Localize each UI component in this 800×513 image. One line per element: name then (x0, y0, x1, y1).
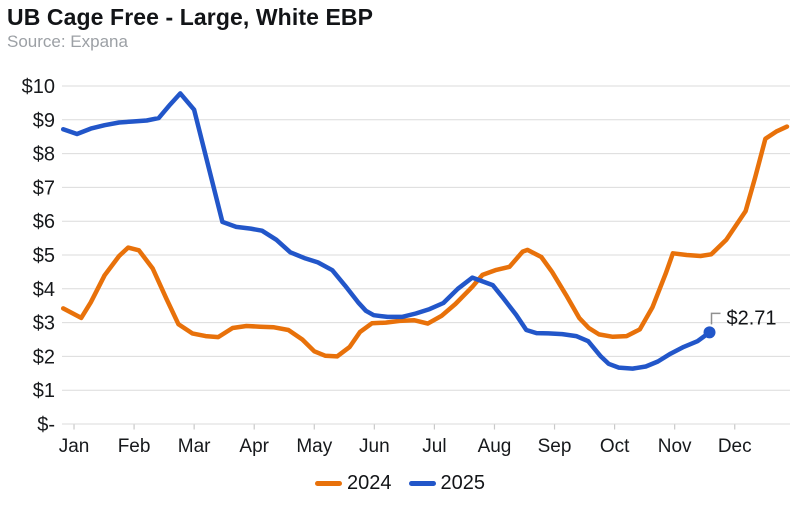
x-axis-label: May (296, 436, 332, 457)
legend-item-2025[interactable]: 2025 (408, 472, 486, 495)
y-axis-label: $5 (33, 245, 55, 267)
y-axis-label: $7 (33, 177, 55, 199)
x-axis-label: Nov (658, 436, 692, 457)
legend-label-2024: 2024 (347, 472, 392, 494)
x-axis-label: Jul (422, 436, 446, 457)
series-line-2025 (60, 91, 712, 371)
x-axis-label: Feb (118, 436, 151, 457)
legend-swatch-2024-icon (315, 481, 342, 486)
annotation-leader-line (710, 312, 721, 325)
y-axis-label: $1 (33, 380, 55, 402)
series-line-2024 (60, 124, 790, 359)
legend-item-2024[interactable]: 2024 (315, 472, 392, 495)
x-axis-label: Dec (718, 436, 752, 457)
chart-title: UB Cage Free - Large, White EBP (7, 4, 374, 30)
legend: 2024 2025 (0, 472, 800, 495)
x-axis-label: Jan (59, 436, 90, 457)
legend-label-2025: 2025 (440, 472, 486, 494)
x-axis-label: Oct (600, 436, 630, 457)
chart-source: Source: Expana (7, 32, 128, 51)
y-axis-label: $- (37, 414, 55, 436)
x-axis-label: Apr (239, 436, 269, 457)
x-axis-label: Sep (538, 436, 572, 457)
x-axis-label: Mar (178, 436, 211, 457)
y-axis-label: $2 (33, 346, 55, 368)
series-endpoint-dot (703, 326, 716, 339)
y-axis-label: $9 (33, 110, 55, 132)
x-axis-label: Jun (359, 436, 390, 457)
y-axis-label: $6 (33, 211, 55, 233)
y-axis-label: $8 (33, 144, 55, 166)
legend-swatch-2025-icon (408, 481, 436, 486)
y-axis-label: $10 (22, 76, 55, 98)
annotation-label: $2.71 (727, 307, 777, 329)
y-axis-label: $4 (33, 279, 55, 301)
x-axis-label: Aug (478, 436, 512, 457)
y-axis-label: $3 (33, 313, 55, 335)
